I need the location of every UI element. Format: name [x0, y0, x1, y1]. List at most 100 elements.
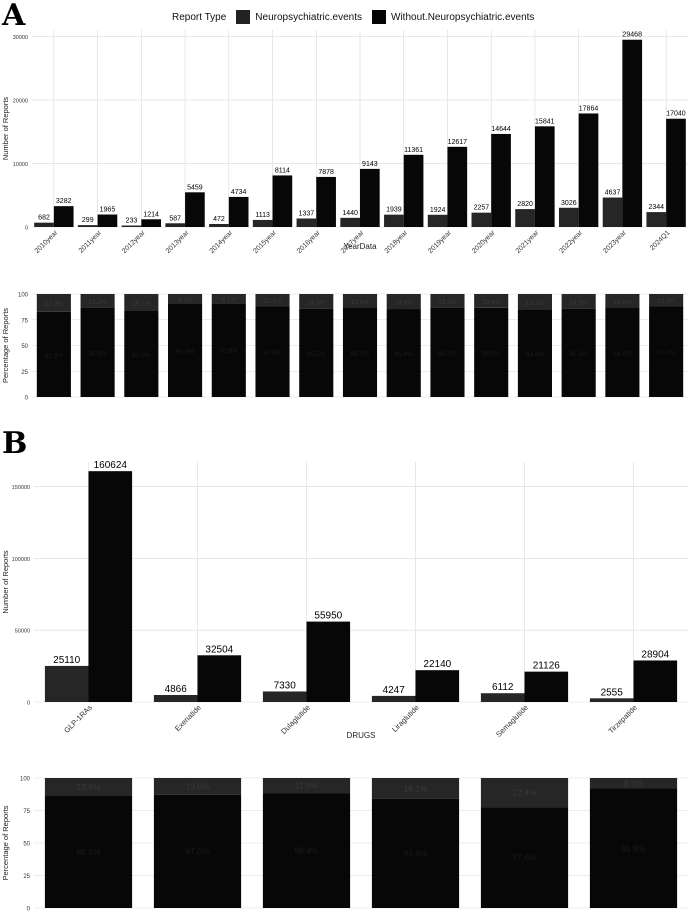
- bar-2023year-without: [622, 39, 643, 227]
- y-axis-label: Number of Reports: [1, 550, 10, 614]
- bar-glp-1ras-neuro: [44, 665, 89, 702]
- y-axis-label: Percentage of Reports: [1, 308, 10, 383]
- data-label: 32504: [205, 644, 233, 655]
- bar-tirzepatide-without: [633, 660, 678, 702]
- bar-semaglutide-without: [524, 671, 569, 702]
- pct-label-top: 22.4%: [512, 788, 537, 798]
- x-tick-label-2016year: 2016year: [296, 229, 322, 255]
- year-counts-chart: 0 10000 20000 30000 682 3282 2010year 299 1965 20…: [1, 30, 688, 255]
- bar-2012year-without: [141, 219, 162, 227]
- pct-label-bottom: 84.9%: [526, 351, 545, 358]
- data-label: 472: [213, 216, 225, 223]
- x-tick-label-2021year: 2021year: [515, 229, 541, 255]
- stack-2013year-without: [168, 303, 203, 397]
- pct-label-top: 17.2%: [45, 301, 64, 308]
- data-label: 233: [126, 218, 138, 225]
- pct-label-bottom: 86.8%: [88, 350, 107, 357]
- x-tick-label-2014year: 2014year: [209, 229, 235, 255]
- x-tick-label-2024q1: 2024Q1: [649, 229, 672, 252]
- y-tick-label: 100: [20, 777, 31, 783]
- pct-label-top: 13.0%: [185, 781, 210, 791]
- bar-2022year-neuro: [558, 207, 579, 227]
- x-tick-label-2023year: 2023year: [602, 229, 628, 255]
- pct-label-bottom: 91.9%: [621, 843, 646, 853]
- pct-label-top: 13.4%: [482, 299, 501, 306]
- legend-label-neuro: Neuropsychiatric.events: [255, 11, 363, 23]
- stack-2017year-neuro: [342, 294, 378, 309]
- panel-label-a: A: [2, 0, 26, 33]
- stack-2016year-neuro: [299, 294, 334, 309]
- pct-label-bottom: 83.9%: [403, 848, 428, 858]
- bar-2013year-without: [185, 192, 205, 227]
- stack-glp-1ras-without: [44, 795, 133, 908]
- y-tick-label: 25: [21, 370, 28, 376]
- data-label: 1113: [255, 212, 270, 219]
- pct-label-bottom: 86.8%: [438, 350, 457, 357]
- pct-label-bottom: 83.9%: [132, 352, 151, 359]
- data-label: 1337: [299, 211, 315, 218]
- pct-label-bottom: 85.4%: [395, 351, 414, 358]
- x-tick-label-glp-1ras: GLP-1RAs: [62, 703, 94, 735]
- pct-label-bottom: 87.0%: [185, 846, 210, 856]
- data-label: 1214: [143, 211, 159, 218]
- data-label: 12617: [448, 139, 468, 146]
- bar-2019year-without: [447, 146, 468, 227]
- data-label: 11361: [404, 147, 423, 154]
- pct-label-bottom: 86.6%: [482, 350, 501, 357]
- bar-liraglutide-neuro: [371, 695, 416, 702]
- stack-2020year-without: [474, 307, 509, 397]
- data-label: 9143: [362, 161, 378, 168]
- stack-2022year-without: [561, 308, 596, 397]
- data-label: 4637: [605, 190, 621, 197]
- y-tick-label: 0: [25, 396, 29, 402]
- year-percentage-chart: 0 25 50 75 100 17.2% 82.8% 13.2% 86.8% 16.1% 83.9%…: [1, 293, 688, 402]
- bar-2014year-neuro: [209, 224, 229, 227]
- pct-label-bottom: 85.5%: [307, 351, 326, 358]
- stack-tirzepatide-without: [589, 788, 678, 908]
- stack-2015year-neuro: [255, 294, 290, 307]
- data-label: 1924: [430, 207, 446, 214]
- bar-2011year-neuro: [77, 225, 98, 227]
- stack-tirzepatide-neuro: [589, 778, 678, 789]
- y-tick-label: 75: [21, 318, 28, 324]
- pct-label-top: 13.6%: [351, 299, 370, 306]
- data-label: 21126: [533, 661, 561, 672]
- data-label: 3282: [56, 198, 72, 205]
- x-tick-label-2019year: 2019year: [427, 229, 453, 255]
- drug-percentage-chart: 0 25 50 75 100 13.5% 86.5% 13.0% 87.0% 11.6% 88.4%…: [1, 777, 688, 913]
- stack-2023year-neuro: [605, 294, 640, 309]
- x-tick-label-exenatide: Exenatide: [173, 703, 203, 733]
- data-label: 4247: [383, 685, 406, 696]
- pct-label-bottom: 90.9%: [220, 348, 239, 355]
- bar-2011year-without: [97, 214, 118, 227]
- data-label: 1965: [100, 207, 116, 214]
- pct-label-top: 12.1%: [657, 298, 676, 305]
- data-label: 28904: [641, 649, 669, 660]
- stack-dulaglutide-neuro: [262, 778, 351, 794]
- data-label: 4866: [165, 684, 188, 695]
- x-tick-label-liraglutide: Liraglutide: [390, 703, 421, 734]
- pct-label-bottom: 85.5%: [569, 351, 588, 358]
- bar-2021year-without: [534, 126, 555, 227]
- data-label: 15841: [535, 118, 555, 125]
- stack-2011year-neuro: [80, 294, 115, 308]
- bar-dulaglutide-without: [306, 621, 351, 702]
- stack-liraglutide-neuro: [371, 778, 460, 799]
- y-tick-label: 100: [18, 293, 29, 299]
- stack-2021year-neuro: [517, 294, 552, 310]
- pct-label-top: 13.2%: [88, 299, 107, 306]
- stack-semaglutide-without: [480, 807, 569, 908]
- pct-label-top: 11.6%: [295, 781, 319, 791]
- stack-2024q1-neuro: [649, 294, 684, 307]
- pct-label-bottom: 88.4%: [294, 846, 319, 856]
- x-tick-label-2020year: 2020year: [471, 229, 497, 255]
- legend: Report Type Neuropsychiatric.events With…: [172, 10, 534, 24]
- pct-label-top: 15.1%: [526, 300, 545, 307]
- stack-2019year-without: [430, 307, 465, 397]
- y-tick-label: 100000: [12, 557, 30, 563]
- stack-2012year-neuro: [124, 294, 159, 311]
- data-label: 2555: [601, 687, 624, 698]
- bar-2024q1-neuro: [646, 212, 667, 227]
- stack-2017year-without: [342, 308, 378, 397]
- pct-label-bottom: 82.8%: [45, 352, 64, 359]
